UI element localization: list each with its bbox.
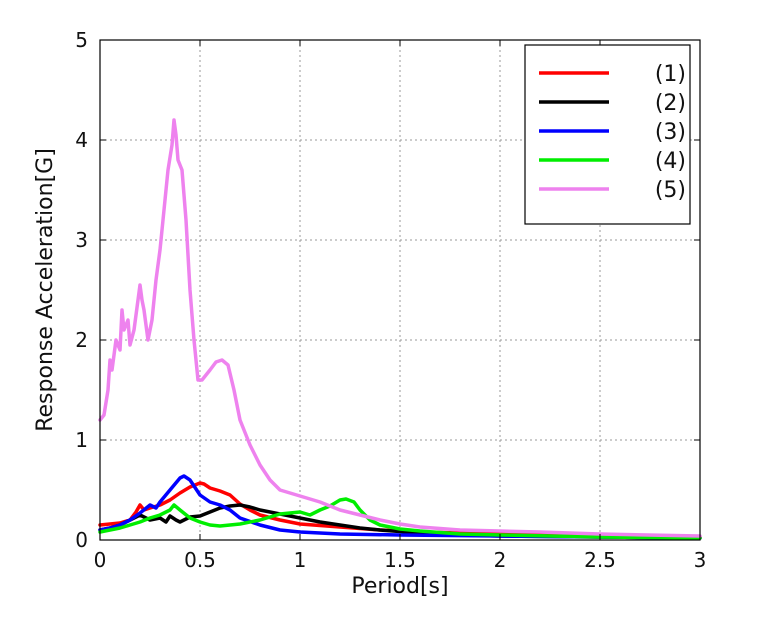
- series-line-5: [98, 118, 702, 538]
- data-series-group: [98, 118, 702, 540]
- x-tick-label: 1.5: [384, 548, 416, 572]
- y-tick-label: 1: [75, 428, 88, 452]
- series-line-4: [98, 497, 702, 540]
- x-tick-label: 0: [94, 548, 107, 572]
- y-tick-label: 5: [75, 28, 88, 52]
- x-tick-label: 0.5: [184, 548, 216, 572]
- x-tick-label: 3: [694, 548, 707, 572]
- x-tick-label: 2.5: [584, 548, 616, 572]
- y-axis-title: Response Acceleration[G]: [33, 148, 58, 432]
- legend-box: [524, 44, 691, 225]
- legend-label-2: (2): [655, 91, 686, 116]
- y-tick-label: 2: [75, 328, 88, 352]
- y-tick-label: 4: [75, 128, 88, 152]
- legend-label-1: (1): [655, 62, 686, 87]
- y-tick-label: 0: [75, 528, 88, 552]
- legend-label-5: (5): [655, 178, 686, 203]
- legend-label-3: (3): [655, 120, 686, 145]
- axis-ticks: 0 0.5 1 1.5 2 2.5 3 0 1 2 3 4 5: [75, 28, 706, 572]
- series-line-3: [98, 474, 702, 540]
- legend: (1) (2) (3) (4) (5): [524, 44, 691, 225]
- legend-label-4: (4): [655, 149, 686, 174]
- x-axis-title: Period[s]: [351, 574, 448, 599]
- x-tick-label: 2: [494, 548, 507, 572]
- y-tick-label: 3: [75, 228, 88, 252]
- x-tick-label: 1: [294, 548, 307, 572]
